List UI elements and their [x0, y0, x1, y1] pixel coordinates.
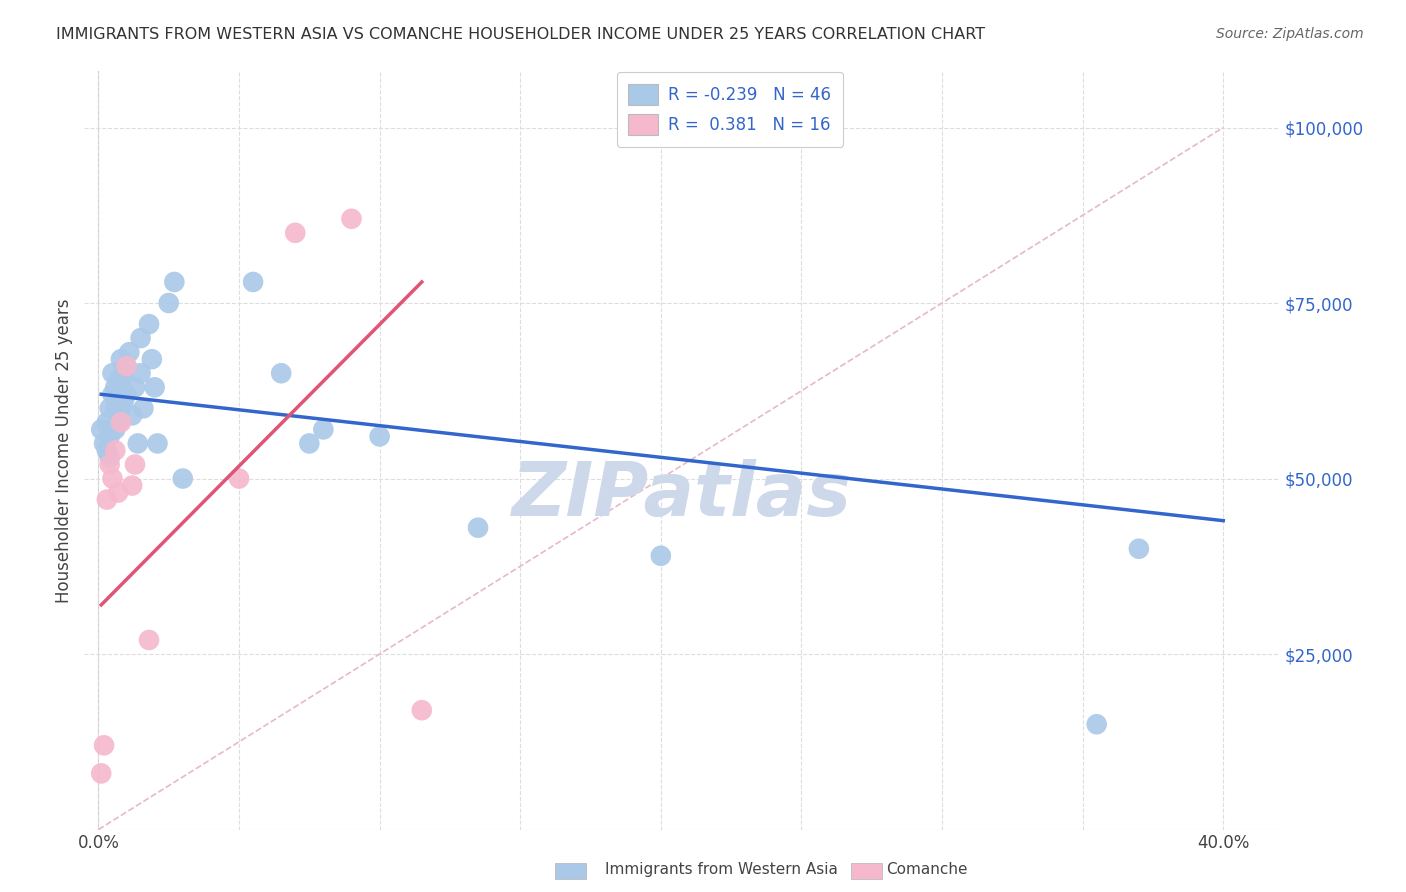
- Point: [121, 478, 143, 492]
- Point: [124, 380, 146, 394]
- Point: [242, 275, 264, 289]
- Point: [110, 373, 132, 387]
- Point: [98, 401, 121, 416]
- Point: [1085, 717, 1108, 731]
- Point: [90, 422, 112, 436]
- Point: [104, 401, 127, 416]
- Point: [101, 471, 124, 485]
- Point: [98, 458, 121, 472]
- Point: [118, 345, 141, 359]
- Point: [340, 211, 363, 226]
- Text: Comanche: Comanche: [886, 863, 967, 877]
- Point: [96, 416, 118, 430]
- Point: [112, 394, 135, 409]
- Point: [107, 373, 129, 387]
- Point: [104, 380, 127, 394]
- Point: [112, 366, 135, 380]
- Y-axis label: Householder Income Under 25 years: Householder Income Under 25 years: [55, 298, 73, 603]
- Text: IMMIGRANTS FROM WESTERN ASIA VS COMANCHE HOUSEHOLDER INCOME UNDER 25 YEARS CORRE: IMMIGRANTS FROM WESTERN ASIA VS COMANCHE…: [56, 27, 986, 42]
- Point: [141, 352, 163, 367]
- Point: [121, 409, 143, 423]
- Point: [98, 429, 121, 443]
- Point: [104, 443, 127, 458]
- Point: [107, 394, 129, 409]
- Point: [90, 766, 112, 780]
- Point: [101, 387, 124, 401]
- Point: [93, 436, 115, 450]
- Point: [312, 422, 335, 436]
- Point: [368, 429, 391, 443]
- Point: [270, 366, 292, 380]
- Point: [284, 226, 307, 240]
- Point: [132, 401, 155, 416]
- Point: [110, 401, 132, 416]
- Point: [298, 436, 321, 450]
- Point: [107, 485, 129, 500]
- Point: [93, 739, 115, 753]
- Point: [96, 492, 118, 507]
- Point: [107, 416, 129, 430]
- Point: [124, 458, 146, 472]
- Point: [143, 380, 166, 394]
- Point: [129, 331, 152, 345]
- Point: [650, 549, 672, 563]
- Legend: R = -0.239   N = 46, R =  0.381   N = 16: R = -0.239 N = 46, R = 0.381 N = 16: [617, 72, 842, 146]
- Point: [110, 416, 132, 430]
- Point: [127, 436, 149, 450]
- Point: [163, 275, 186, 289]
- Point: [101, 422, 124, 436]
- Point: [146, 436, 169, 450]
- Text: Immigrants from Western Asia: Immigrants from Western Asia: [605, 863, 838, 877]
- Point: [1128, 541, 1150, 556]
- Text: ZIPatlas: ZIPatlas: [512, 459, 852, 533]
- Point: [129, 366, 152, 380]
- Point: [138, 317, 160, 331]
- Point: [172, 471, 194, 485]
- Point: [115, 359, 138, 374]
- Point: [411, 703, 433, 717]
- Point: [228, 471, 250, 485]
- Point: [467, 521, 489, 535]
- Point: [96, 443, 118, 458]
- Point: [98, 450, 121, 465]
- Point: [138, 633, 160, 648]
- Point: [115, 387, 138, 401]
- Point: [104, 422, 127, 436]
- Point: [157, 296, 180, 310]
- Point: [110, 352, 132, 367]
- Point: [115, 359, 138, 374]
- Text: Source: ZipAtlas.com: Source: ZipAtlas.com: [1216, 27, 1364, 41]
- Point: [101, 366, 124, 380]
